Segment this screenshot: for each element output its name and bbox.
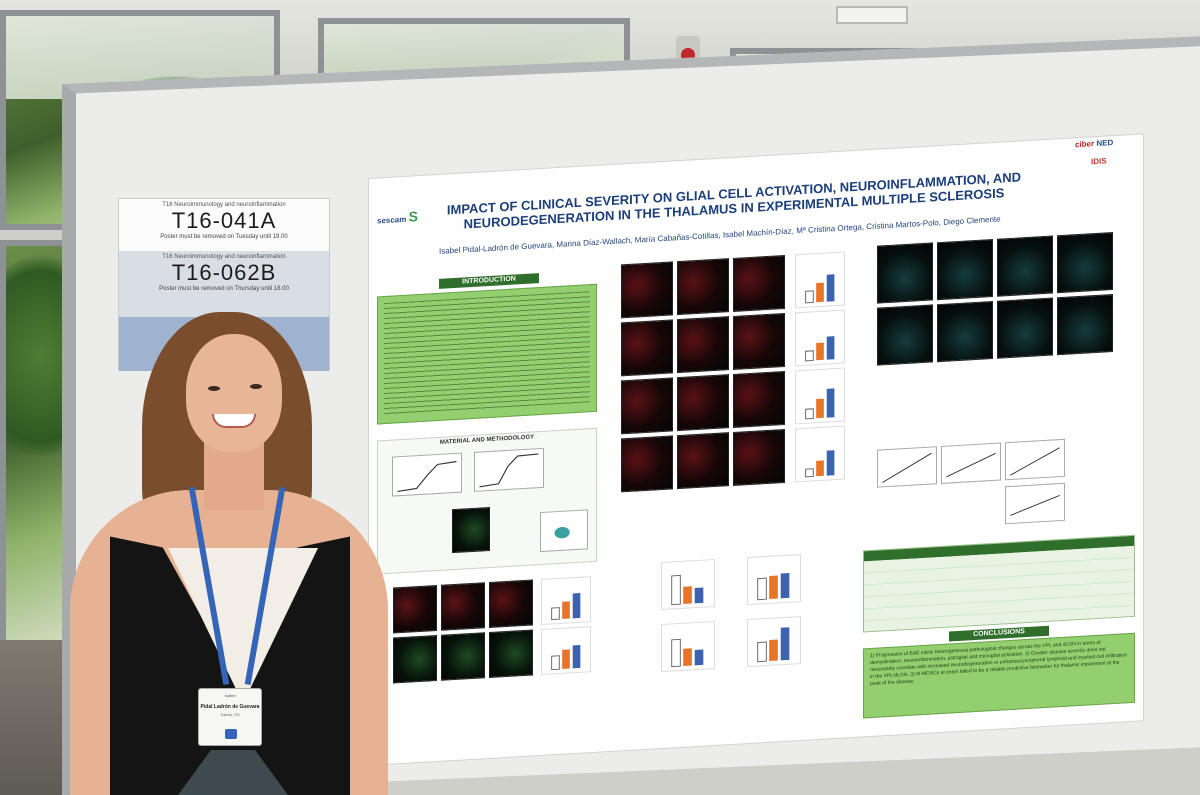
fig2-micrograph	[621, 377, 673, 435]
fig2-micrograph	[677, 258, 729, 316]
fig4-micrograph	[1057, 294, 1113, 356]
name-badge: Isabel Pidal Ladrón de Guevara Toledo, E…	[198, 688, 262, 746]
fig4-micrograph	[877, 304, 933, 366]
fig3-bar-chart	[747, 554, 801, 606]
badge-title: Isabel	[224, 693, 236, 698]
scientific-poster: sescam S ciber NED IDIS IMPACT OF CLINIC…	[368, 133, 1144, 767]
fig4-micrograph	[1057, 232, 1113, 294]
fig2-bar-chart	[795, 425, 845, 483]
label-header-b: T16 Neuroimmunology and neuroinflammatio…	[162, 254, 286, 260]
fig1-micrograph	[441, 582, 485, 631]
fig1-bar-chart	[541, 576, 591, 626]
idis-logo: IDIS	[1091, 156, 1107, 167]
fig1-micrograph	[441, 632, 485, 681]
clinical-score-plot-severe	[474, 447, 544, 492]
sescam-logo: sescam S	[377, 208, 418, 226]
conclusions-box: 1) Progression of EAE elicits heterogene…	[863, 632, 1135, 719]
fig2-micrograph	[733, 312, 785, 370]
fig1-micrograph	[489, 579, 533, 629]
methods-heading: MATERIAL AND METHODOLOGY	[439, 434, 535, 446]
fig4-micrograph	[997, 235, 1053, 297]
figure-1	[369, 134, 1143, 684]
poster-code-b: T16-062B	[171, 260, 277, 285]
fig4-micrograph	[877, 242, 933, 304]
fig2-micrograph	[621, 261, 673, 319]
fig5-scatter	[877, 446, 937, 488]
fig5-scatter	[941, 442, 1001, 484]
fig1-bar-chart	[541, 626, 591, 676]
label-note-b: Poster must be removed on Thursday until…	[159, 286, 289, 292]
fig5-scatter	[1005, 438, 1065, 481]
badge-logo-icon	[225, 729, 237, 739]
left-eye	[208, 386, 220, 391]
fig3-bar-chart	[747, 616, 801, 668]
fig2-micrograph	[733, 254, 785, 312]
fig2-micrograph	[733, 370, 785, 428]
fig4-micrograph	[997, 297, 1053, 359]
badge-place: Toledo, ES	[220, 712, 240, 717]
fig1-micrograph	[489, 629, 533, 679]
fig1-micrograph	[393, 585, 437, 634]
fig5-scatter	[1005, 482, 1065, 525]
right-eye	[250, 384, 262, 389]
fig2-bar-chart	[795, 309, 845, 367]
fig4-micrograph	[937, 238, 993, 301]
table-rows	[864, 545, 1134, 632]
methods-brain-image	[452, 506, 490, 554]
fig1-micrograph	[393, 635, 437, 684]
introduction-heading: INTRODUCTION	[439, 273, 539, 289]
fig2-micrograph	[621, 435, 673, 493]
fig2-micrograph	[677, 374, 729, 432]
fig2-micrograph	[733, 428, 785, 486]
fig2-bar-chart	[795, 251, 845, 309]
ceiling-light	[836, 6, 908, 24]
flow-cytometry-plot	[540, 509, 588, 553]
fig3-bar-chart	[661, 620, 715, 673]
figure-5	[369, 134, 1143, 525]
ciber-logo: ciber NED	[1075, 138, 1114, 150]
correlation-table	[863, 534, 1135, 633]
face	[186, 334, 282, 452]
label-note-a: Poster must be removed on Tuesday until …	[160, 234, 288, 240]
label-header-a: T16 Neuroimmunology and neuroinflammatio…	[162, 202, 286, 208]
fig2-bar-chart	[795, 367, 845, 425]
introduction-box	[377, 283, 597, 425]
methods-box: MATERIAL AND METHODOLOGY	[377, 427, 597, 575]
figure-2	[369, 134, 1143, 493]
clinical-score-plot-mild	[392, 452, 462, 497]
fig4-micrograph	[937, 300, 993, 363]
fig2-micrograph	[621, 319, 673, 377]
fig2-micrograph	[677, 316, 729, 374]
fig3-bar-chart	[661, 558, 715, 611]
figure-3	[369, 134, 1143, 673]
badge-name: Pidal Ladrón de Guevara	[200, 704, 260, 710]
poster-code-a: T16-041A	[171, 208, 277, 233]
fig2-micrograph	[677, 432, 729, 490]
